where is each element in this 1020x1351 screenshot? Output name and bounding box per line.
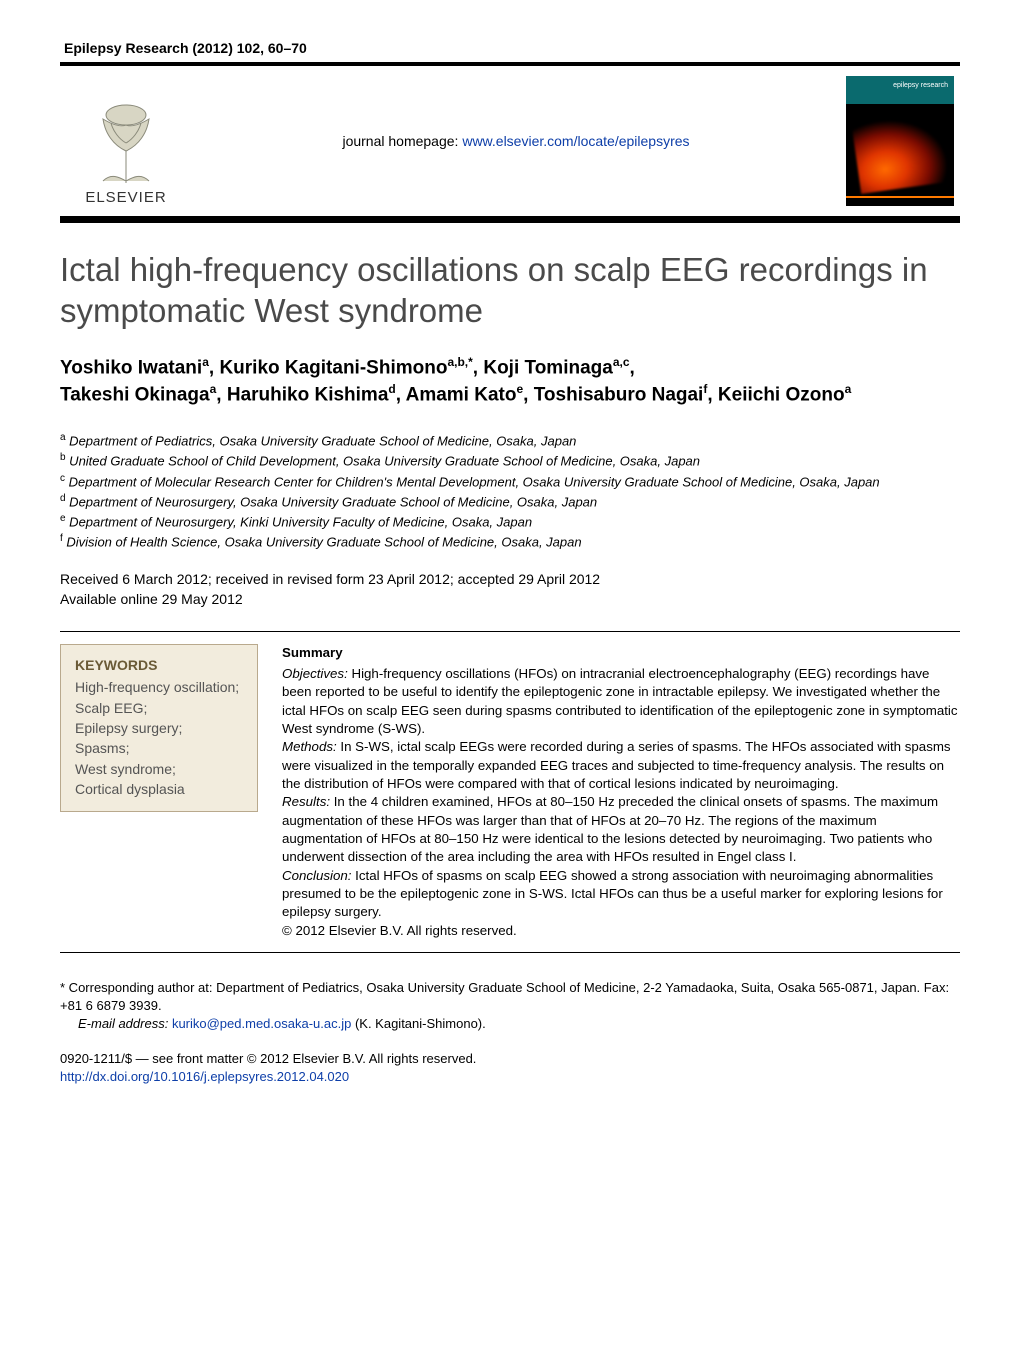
summary-heading: Summary — [282, 644, 960, 662]
conclusion-label: Conclusion: — [282, 868, 351, 883]
summary-copyright: © 2012 Elsevier B.V. All rights reserved… — [282, 922, 960, 940]
methods-text: In S-WS, ictal scalp EEGs were recorded … — [282, 739, 951, 791]
corresponding-author-footnote: * Corresponding author at: Department of… — [60, 979, 960, 1034]
author-affil-sup: e — [516, 382, 523, 396]
elsevier-tree-icon — [83, 95, 169, 185]
affiliation-item: c Department of Molecular Research Cente… — [60, 472, 960, 492]
author-name: Yoshiko Iwatani — [60, 357, 202, 378]
email-label: E-mail address: — [78, 1016, 168, 1031]
header-rule-bottom — [60, 216, 960, 223]
front-matter-line: 0920-1211/$ — see front matter © 2012 El… — [60, 1050, 960, 1068]
corresponding-text: Corresponding author at: Department of P… — [60, 980, 949, 1013]
article-title: Ictal high-frequency oscillations on sca… — [60, 249, 960, 332]
keywords-heading: KEYWORDS — [75, 657, 243, 673]
author-affil-sup: f — [703, 382, 707, 396]
affiliation-item: a Department of Pediatrics, Osaka Univer… — [60, 431, 960, 451]
objectives-text: High-frequency oscillations (HFOs) on in… — [282, 666, 958, 736]
keyword-item: Spasms; — [75, 740, 129, 756]
doi-block: 0920-1211/$ — see front matter © 2012 El… — [60, 1050, 960, 1086]
cover-art-icon — [852, 112, 951, 194]
conclusion-text: Ictal HFOs of spasms on scalp EEG showed… — [282, 868, 943, 920]
objectives-label: Objectives: — [282, 666, 348, 681]
affiliation-item: d Department of Neurosurgery, Osaka Univ… — [60, 492, 960, 512]
author-list: Yoshiko Iwatania, Kuriko Kagitani-Shimon… — [60, 354, 960, 410]
keyword-item: West syndrome; — [75, 761, 176, 777]
summary-conclusion: Conclusion: Ictal HFOs of spasms on scal… — [282, 867, 960, 922]
doi-link[interactable]: http://dx.doi.org/10.1016/j.eplepsyres.2… — [60, 1069, 349, 1084]
keyword-item: Epilepsy surgery; — [75, 720, 182, 736]
journal-homepage: journal homepage: www.elsevier.com/locat… — [186, 133, 846, 149]
keyword-item: Scalp EEG; — [75, 700, 147, 716]
homepage-url-link[interactable]: www.elsevier.com/locate/epilepsyres — [462, 133, 689, 149]
author-affil-sup: d — [388, 382, 395, 396]
journal-header: ELSEVIER journal homepage: www.elsevier.… — [60, 66, 960, 216]
article-dates: Received 6 March 2012; received in revis… — [60, 570, 960, 609]
publisher-name: ELSEVIER — [85, 189, 166, 206]
summary-objectives: Objectives: High-frequency oscillations … — [282, 665, 960, 738]
summary-column: Summary Objectives: High-frequency oscil… — [282, 632, 960, 952]
author-affil-sup: a,b,* — [447, 355, 472, 369]
affiliations-list: a Department of Pediatrics, Osaka Univer… — [60, 431, 960, 552]
abstract-row: KEYWORDS High-frequency oscillation; Scal… — [60, 631, 960, 953]
methods-label: Methods: — [282, 739, 337, 754]
author-name: Keiichi Ozono — [718, 385, 845, 406]
email-line: E-mail address: kuriko@ped.med.osaka-u.a… — [60, 1015, 960, 1033]
summary-methods: Methods: In S-WS, ictal scalp EEGs were … — [282, 738, 960, 793]
author-affil-sup: a — [210, 382, 217, 396]
author-name: Amami Kato — [406, 385, 517, 406]
affiliation-item: b United Graduate School of Child Develo… — [60, 451, 960, 471]
cover-header-strip — [846, 76, 954, 104]
author-name: Koji Tominaga — [483, 357, 612, 378]
received-accepted-line: Received 6 March 2012; received in revis… — [60, 570, 960, 590]
keywords-box: KEYWORDS High-frequency oscillation; Scal… — [60, 644, 258, 812]
keywords-body: High-frequency oscillation; Scalp EEG; Epi… — [75, 677, 243, 799]
journal-reference: Epilepsy Research (2012) 102, 60–70 — [60, 40, 960, 56]
affiliation-item: e Department of Neurosurgery, Kinki Univ… — [60, 512, 960, 532]
corresponding-line: * Corresponding author at: Department of… — [60, 979, 960, 1015]
available-online-line: Available online 29 May 2012 — [60, 590, 960, 610]
author-name: Toshisaburo Nagai — [534, 385, 704, 406]
author-name: Haruhiko Kishima — [227, 385, 389, 406]
homepage-prefix: journal homepage: — [342, 133, 462, 149]
keyword-item: High-frequency oscillation; — [75, 679, 239, 695]
author-affil-sup: a — [845, 382, 852, 396]
publisher-logo: ELSEVIER — [66, 76, 186, 206]
author-affil-sup: a,c — [613, 355, 630, 369]
journal-cover-thumbnail: epilepsy research — [846, 76, 954, 206]
email-suffix: (K. Kagitani-Shimono). — [351, 1016, 485, 1031]
cover-title-text: epilepsy research — [893, 82, 948, 90]
author-name: Takeshi Okinaga — [60, 385, 210, 406]
keyword-item: Cortical dysplasia — [75, 781, 185, 797]
author-affil-sup: a — [202, 355, 209, 369]
affiliation-item: f Division of Health Science, Osaka Univ… — [60, 532, 960, 552]
results-label: Results: — [282, 794, 330, 809]
results-text: In the 4 children examined, HFOs at 80–1… — [282, 794, 938, 864]
corresponding-email-link[interactable]: kuriko@ped.med.osaka-u.ac.jp — [172, 1016, 351, 1031]
author-name: Kuriko Kagitani-Shimono — [219, 357, 447, 378]
cover-accent-line — [846, 196, 954, 198]
summary-results: Results: In the 4 children examined, HFO… — [282, 793, 960, 866]
